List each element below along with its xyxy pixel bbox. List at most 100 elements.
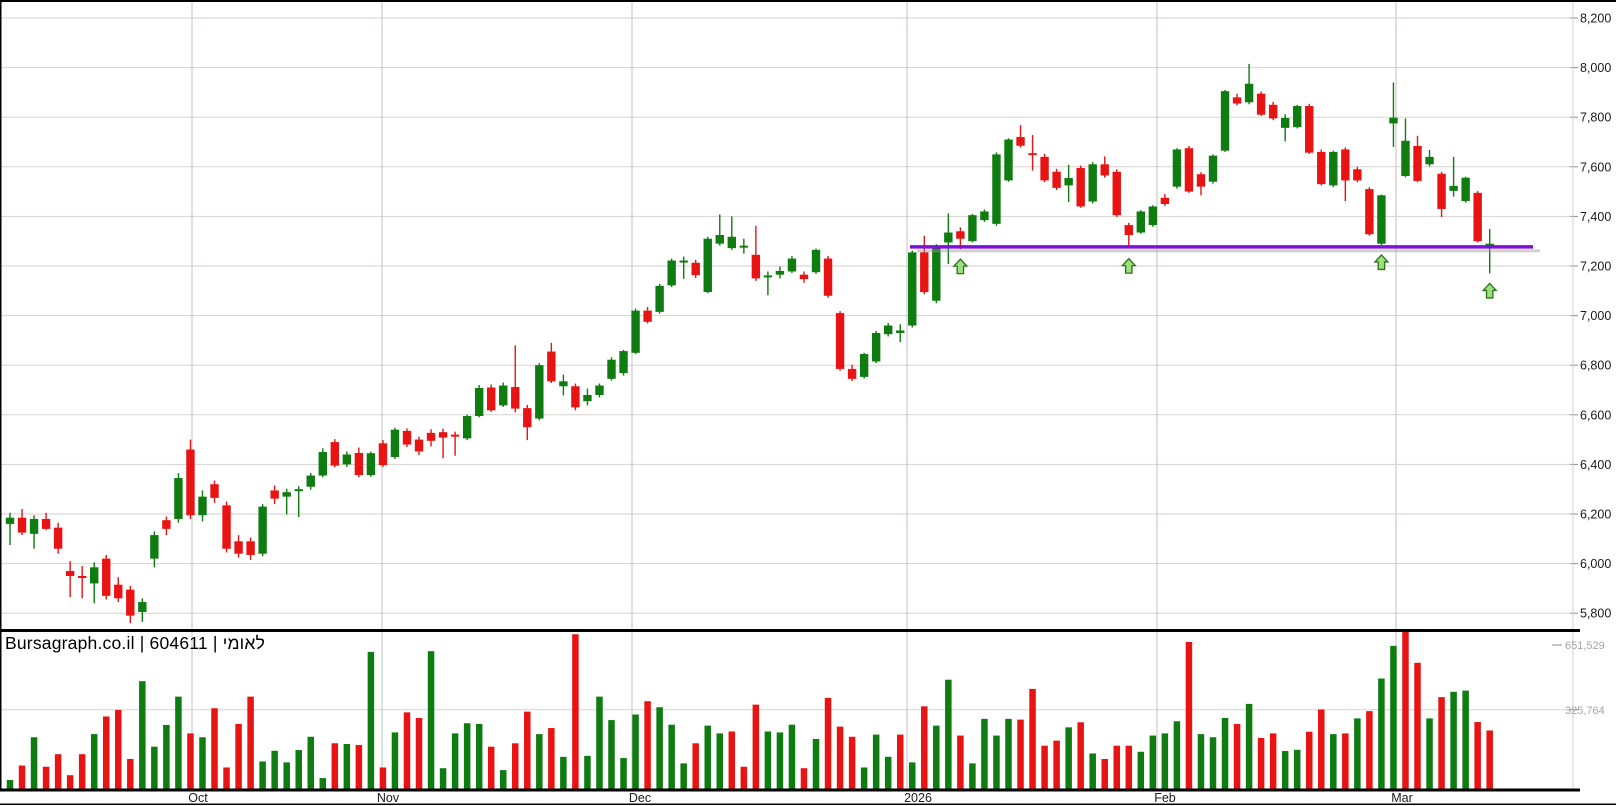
volume-bar xyxy=(343,744,351,789)
candle xyxy=(41,518,51,529)
candle xyxy=(1461,177,1470,202)
volume-bar xyxy=(307,736,314,789)
volume-bar xyxy=(860,767,868,789)
candle xyxy=(1064,177,1073,186)
volume-bar xyxy=(548,728,555,789)
volume-bar xyxy=(812,738,820,789)
candle xyxy=(896,330,905,333)
price-gridlines xyxy=(1,2,1578,789)
volume-bar xyxy=(1318,709,1325,789)
candle xyxy=(65,571,75,576)
candle xyxy=(619,351,628,374)
candle xyxy=(751,254,761,279)
candle xyxy=(1256,93,1266,115)
candle xyxy=(1088,164,1097,202)
volume-bar xyxy=(42,766,50,789)
volume-bar xyxy=(608,720,615,789)
candle xyxy=(1353,169,1362,181)
candle xyxy=(1052,171,1061,188)
y-axis-label: 8,200 xyxy=(1580,12,1611,26)
volume-bar xyxy=(235,723,242,789)
x-axis-label: Nov xyxy=(377,791,400,805)
x-axis-label: 2026 xyxy=(904,791,932,805)
candle xyxy=(1112,171,1121,216)
buy-arrow-icon xyxy=(952,258,969,275)
volume-bar xyxy=(788,724,796,789)
candle xyxy=(354,452,364,476)
candle xyxy=(1160,197,1170,204)
candle xyxy=(787,258,797,272)
candle xyxy=(1100,164,1109,176)
y-axis-label: 6,000 xyxy=(1580,557,1611,571)
candle xyxy=(1016,137,1025,146)
candle xyxy=(523,408,532,428)
candle xyxy=(234,541,243,554)
volume-bar xyxy=(1293,749,1301,789)
volume-bar xyxy=(1173,721,1181,789)
volume-axis-label: 651,529 xyxy=(1565,640,1605,652)
candle xyxy=(559,381,568,387)
volume-bar xyxy=(692,743,699,789)
volume-bar xyxy=(463,723,471,789)
volume-bar xyxy=(945,679,952,789)
candle xyxy=(1425,156,1434,165)
candle xyxy=(1293,106,1302,128)
candle xyxy=(1280,117,1290,128)
volume-bar xyxy=(78,754,86,789)
candle xyxy=(210,484,219,498)
volume-bar xyxy=(1029,688,1036,789)
volume-bar xyxy=(102,716,110,789)
volume-bar xyxy=(957,735,964,789)
month-labels: Oct Nov Dec 2026 Feb Mar xyxy=(188,791,1412,805)
volume-bar xyxy=(1089,753,1096,789)
candle xyxy=(222,505,231,549)
volume-bar xyxy=(933,725,940,789)
candle xyxy=(270,490,279,499)
volume-bar xyxy=(415,717,423,789)
candle xyxy=(883,325,893,335)
candle xyxy=(1389,117,1398,124)
volume-bar xyxy=(728,731,736,789)
volume-bar xyxy=(1077,722,1084,789)
candle xyxy=(438,432,448,438)
candle xyxy=(426,432,436,441)
volume-bar xyxy=(331,743,339,789)
volume-bar xyxy=(740,766,748,789)
buy-arrow-icon xyxy=(1481,282,1498,299)
volume-bar xyxy=(247,696,254,789)
buy-arrow-icon xyxy=(1373,253,1390,271)
volume-bar xyxy=(487,746,495,789)
candle xyxy=(847,368,857,379)
y-axis-label: 7,400 xyxy=(1580,210,1611,224)
candle xyxy=(102,558,111,596)
volume-bar xyxy=(355,744,363,789)
volume-bar xyxy=(560,756,567,789)
volume-bar xyxy=(872,734,880,789)
candle xyxy=(198,496,207,516)
volume-bar xyxy=(1017,719,1024,789)
volume-bar xyxy=(367,651,375,789)
y-axis-label: 7,200 xyxy=(1580,260,1611,274)
candle xyxy=(1232,97,1242,104)
volume-bar xyxy=(1486,730,1493,789)
volume-bar xyxy=(1185,642,1193,789)
volume-bar xyxy=(1281,751,1289,789)
volume-bar xyxy=(175,696,182,789)
candle xyxy=(823,258,833,296)
candle xyxy=(871,332,881,362)
candle xyxy=(1305,106,1314,153)
candle xyxy=(318,452,327,476)
volume-bar xyxy=(800,768,808,789)
volume-bar xyxy=(1342,733,1349,789)
volume-bar xyxy=(680,763,687,789)
volume-bar xyxy=(439,768,447,789)
candle xyxy=(282,492,291,497)
y-axis-label: 6,200 xyxy=(1580,508,1611,522)
volume-bar xyxy=(391,732,399,789)
candle xyxy=(775,270,785,275)
volume-bar xyxy=(30,737,38,789)
candle xyxy=(77,576,87,578)
volume-bar xyxy=(115,709,122,789)
volume-bar xyxy=(584,755,591,789)
volume-bar xyxy=(223,767,230,789)
